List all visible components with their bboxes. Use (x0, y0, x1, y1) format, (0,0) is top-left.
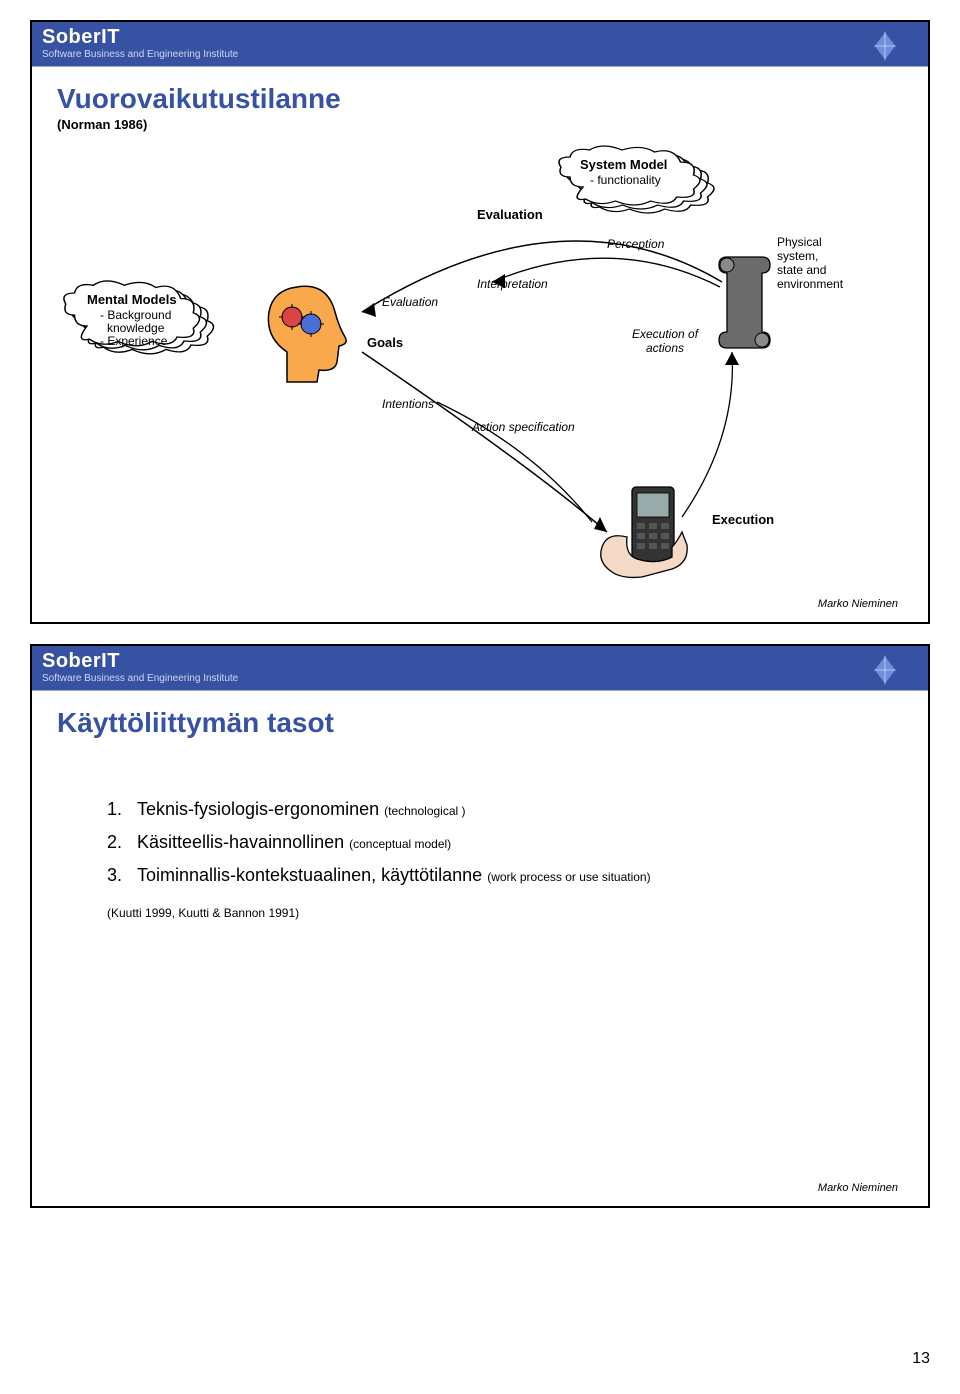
physical-l3: state and (777, 263, 826, 277)
slide-title: Käyttöliittymän tasot (57, 707, 903, 739)
item-note: (conceptual model) (349, 837, 451, 851)
header-title: SoberIT (42, 26, 918, 49)
list-num: 2. (107, 832, 137, 853)
physical-l2: system, (777, 249, 818, 263)
author-footer: Marko Nieminen (818, 1182, 898, 1194)
list-text: Toiminnallis-kontekstuaalinen, käyttötil… (137, 865, 903, 886)
logo-icon (867, 652, 903, 688)
slide-body: Käyttöliittymän tasot 1. Teknis-fysiolog… (32, 691, 928, 930)
mental-models-l1: - Background (100, 308, 171, 322)
list-text: Käsitteellis-havainnollinen (conceptual … (137, 832, 903, 853)
goals-label: Goals (367, 335, 403, 350)
author-footer: Marko Nieminen (818, 598, 898, 610)
execution-label: Execution (712, 512, 774, 527)
system-model-title: System Model (580, 157, 667, 172)
mental-models-l3: - Experience (100, 334, 167, 348)
header-bar: SoberIT Software Business and Engineerin… (32, 646, 928, 691)
list-item: 1. Teknis-fysiologis-ergonominen (techno… (107, 799, 903, 820)
interpretation-label: Interpretation (477, 277, 548, 291)
list-num: 3. (107, 865, 137, 886)
system-model-line: - functionality (590, 173, 661, 187)
action-spec-label: Action specification (472, 420, 575, 434)
mental-models-title: Mental Models (87, 292, 177, 307)
mental-models-l2: knowledge (107, 321, 164, 335)
physical-l1: Physical (777, 235, 822, 249)
logo-icon (867, 28, 903, 64)
slide-body: Vuorovaikutustilanne (Norman 1986) (32, 67, 928, 142)
evaluation-top-label: Evaluation (477, 207, 543, 222)
physical-l4: environment (777, 277, 843, 291)
item-note: (work process or use situation) (487, 870, 650, 884)
list-num: 1. (107, 799, 137, 820)
item-note: (technological ) (384, 804, 465, 818)
page-number: 13 (912, 1350, 930, 1368)
slide-title: Vuorovaikutustilanne (57, 83, 903, 115)
evaluation-left-label: Evaluation (382, 295, 438, 309)
header-title: SoberIT (42, 650, 918, 673)
interaction-diagram: System Model - functionality Mental Mode… (32, 127, 912, 607)
reference: (Kuutti 1999, Kuutti & Bannon 1991) (107, 906, 903, 920)
intentions-label: Intentions (382, 397, 434, 411)
perception-label: Perception (607, 237, 664, 251)
slide-2: SoberIT Software Business and Engineerin… (30, 644, 930, 1208)
list-item: 2. Käsitteellis-havainnollinen (conceptu… (107, 832, 903, 853)
slide-1: SoberIT Software Business and Engineerin… (30, 20, 930, 624)
item-text: Teknis-fysiologis-ergonominen (137, 799, 384, 819)
item-text: Käsitteellis-havainnollinen (137, 832, 349, 852)
header-bar: SoberIT Software Business and Engineerin… (32, 22, 928, 67)
list-text: Teknis-fysiologis-ergonominen (technolog… (137, 799, 903, 820)
exec-actions-label: Execution of actions (632, 327, 698, 355)
item-text: Toiminnallis-kontekstuaalinen, käyttötil… (137, 865, 487, 885)
list-item: 3. Toiminnallis-kontekstuaalinen, käyttö… (107, 865, 903, 886)
header-subtitle: Software Business and Engineering Instit… (42, 673, 918, 684)
header-subtitle: Software Business and Engineering Instit… (42, 49, 918, 60)
